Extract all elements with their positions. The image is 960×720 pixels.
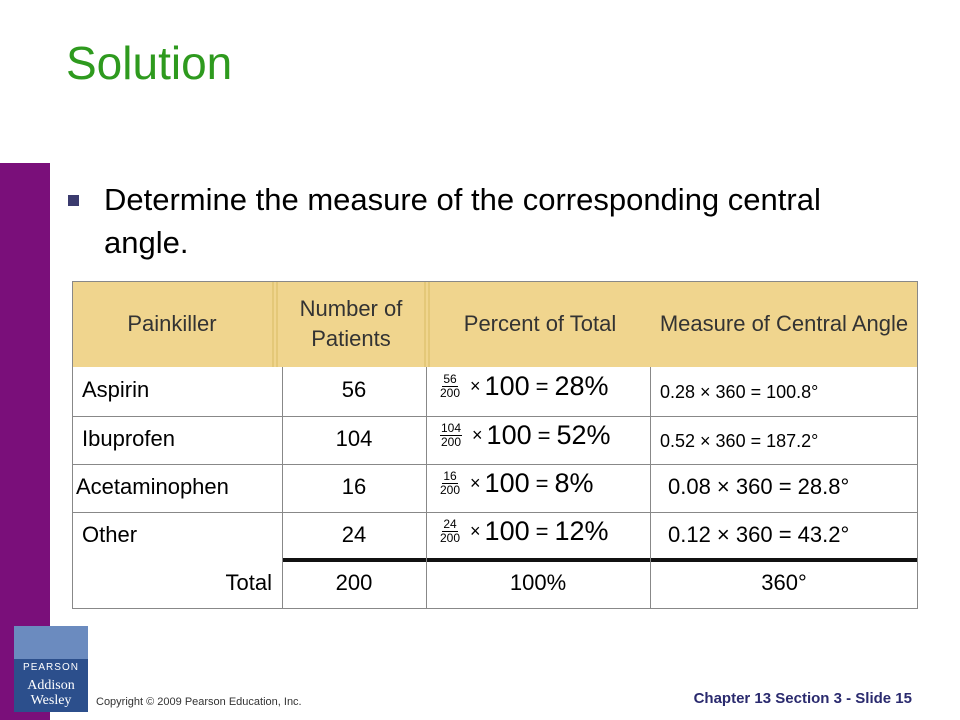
bullet-square-icon — [68, 195, 79, 206]
row-angle: 0.12 × 360 = 43.2° — [668, 522, 850, 547]
percent-formula: 16 200 × 100 = 8% — [440, 468, 594, 498]
percent-formula: 56 200 × 100 = 28% — [440, 371, 609, 401]
row-name-ibuprofen: Ibuprofen — [82, 426, 175, 451]
table-header: Painkiller Number of Patients Percent of… — [72, 281, 918, 367]
row-name-acetaminophen: Acetaminophen — [76, 474, 229, 499]
header-percent-of-total: Percent of Total — [463, 311, 617, 336]
row-count: 16 — [341, 474, 367, 499]
data-table: Painkiller Number of Patients Percent of… — [72, 281, 918, 609]
total-angle: 360° — [761, 570, 807, 595]
row-count: 56 — [341, 377, 367, 402]
percent-formula: 24 200 × 100 = 12% — [440, 516, 609, 546]
row-count: 104 — [335, 426, 373, 451]
slide-number: Chapter 13 Section 3 - Slide 15 — [693, 690, 912, 707]
row-angle: 0.08 × 360 = 28.8° — [668, 474, 850, 499]
row-count: 24 — [341, 522, 367, 547]
row-name-other: Other — [82, 522, 138, 547]
row-angle: 0.52 × 360 = 187.2° — [660, 431, 819, 451]
row-angle: 0.28 × 360 = 100.8° — [660, 382, 819, 402]
slide-title: Solution — [66, 37, 233, 89]
total-count: 200 — [335, 570, 373, 595]
bullet-text: Determine the measure of the correspondi… — [104, 182, 821, 260]
percent-formula: 104 200 × 100 = 52% — [440, 420, 611, 450]
row-name-aspirin: Aspirin — [82, 377, 150, 402]
total-percent: 100% — [509, 570, 567, 595]
header-central-angle: Measure of Central Angle — [659, 311, 909, 336]
pearson-logo: PEARSON Addison Wesley — [14, 626, 88, 712]
header-number-of-patients: Number of Patients — [299, 296, 403, 351]
copyright-text: Copyright © 2009 Pearson Education, Inc. — [96, 696, 302, 708]
total-label: Total — [225, 570, 272, 595]
header-painkiller: Painkiller — [127, 311, 217, 336]
